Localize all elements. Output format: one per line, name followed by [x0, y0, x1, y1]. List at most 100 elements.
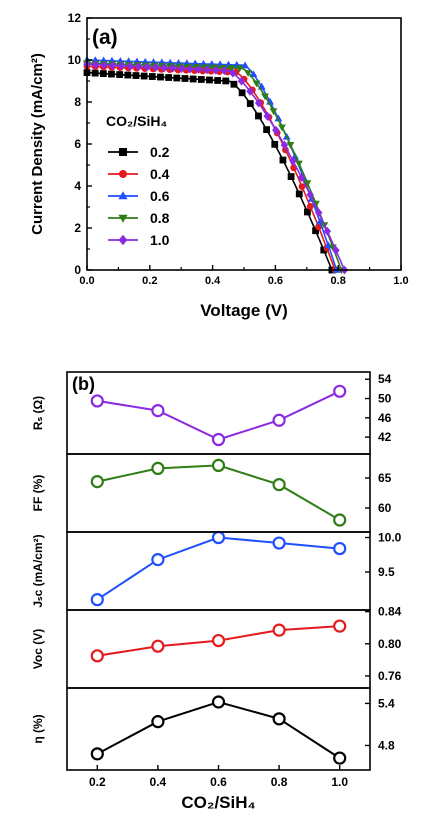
jv-point-0.4	[306, 202, 314, 210]
param-line-2	[96, 536, 340, 601]
jv-point-0.2	[263, 126, 271, 134]
param-point-4-4	[333, 751, 347, 765]
jv-point-1.0	[297, 173, 306, 182]
x-tick-label: 0.2	[142, 275, 157, 287]
plot-frame-a	[86, 17, 402, 271]
x-tick-label: 0.4	[150, 775, 167, 789]
jv-point-1.0	[229, 68, 237, 78]
param-point-3-3	[272, 623, 286, 637]
param-point-4-2	[211, 695, 226, 709]
x-tick-label: 0.2	[89, 775, 106, 789]
legend-label-0.2: 0.2	[150, 144, 170, 160]
y-tick-label: 8	[74, 95, 81, 109]
jv-point-0.2	[108, 70, 115, 78]
jv-point-0.2	[124, 71, 132, 79]
jv-point-0.8	[278, 124, 286, 132]
y-tick-label: 4.8	[378, 738, 395, 752]
y-tick-label: 2	[74, 221, 81, 235]
param-point-2-2	[211, 530, 226, 545]
jv-point-0.6	[274, 114, 283, 122]
param-point-3-2	[211, 633, 226, 648]
jv-point-1.0	[186, 64, 194, 74]
x-axis-title-b: CO₂/SiH₄	[181, 793, 255, 812]
jv-point-0.2	[116, 71, 124, 78]
y-axis-title-0: Rₛ (Ω)	[31, 396, 45, 430]
jv-point-1.0	[117, 61, 126, 71]
jv-point-1.0	[220, 66, 229, 76]
x-axis-title-a: Voltage (V)	[200, 301, 288, 320]
param-line-1	[97, 464, 341, 521]
jv-point-0.2	[287, 173, 295, 180]
jv-point-1.0	[151, 62, 160, 72]
jv-point-1.0	[203, 65, 211, 75]
jv-point-0.2	[189, 75, 197, 83]
jv-point-1.0	[246, 86, 254, 96]
param-line-4	[96, 700, 341, 759]
jv-point-1.0	[332, 245, 340, 255]
jv-point-1.0	[237, 76, 246, 86]
jv-point-0.6	[241, 61, 250, 69]
jv-point-0.2	[157, 73, 164, 81]
y-axis-title-4: η (%)	[31, 714, 45, 743]
y-axis-title-1: FF (%)	[31, 475, 45, 512]
y-tick-label: 10	[68, 53, 82, 67]
param-point-0-4	[333, 384, 347, 398]
panel-b-parameters: 42 46 50 54 Rₛ (Ω) 60 65 FF (%) 9.5 10.0 Jₛc (mA/c…	[31, 371, 402, 812]
jv-point-0.8	[235, 65, 244, 73]
param-point-1-2	[211, 458, 226, 472]
panel-label-b: (b)	[72, 374, 95, 394]
jv-point-0.8	[295, 160, 303, 168]
y-tick-label: 10.0	[378, 531, 402, 545]
jv-point-1.0	[177, 64, 186, 74]
param-point-2-4	[333, 541, 347, 556]
y-tick-label: 0.84	[378, 605, 402, 619]
jv-point-0.2	[132, 72, 140, 79]
param-point-4-0	[90, 747, 104, 761]
y-tick-label: 0.80	[378, 637, 402, 651]
legend-label-0.4: 0.4	[150, 166, 170, 182]
jv-point-0.8	[227, 65, 236, 73]
param-point-0-2	[211, 432, 226, 447]
legend-title: CO₂/SiH₄	[106, 113, 167, 129]
param-point-2-1	[151, 553, 165, 567]
jv-point-0.2	[91, 69, 99, 77]
param-point-4-1	[151, 715, 165, 729]
jv-point-0.2	[140, 72, 148, 80]
param-point-1-0	[90, 475, 104, 489]
jv-point-1.0	[314, 208, 323, 218]
panel-a-jv-curves: 0.0 0.2 0.4 0.6 0.8 1.0 0 2 4 6 8 10 12 (a) Voltage (V…	[29, 11, 409, 320]
jv-point-0.8	[303, 180, 312, 188]
jv-point-0.2	[222, 77, 230, 85]
jv-point-1.0	[109, 60, 117, 70]
param-point-1-1	[151, 461, 165, 475]
y-tick-label: 6	[74, 137, 81, 151]
x-tick-label: 0.8	[271, 775, 288, 789]
param-line-0	[97, 390, 341, 441]
legend-marker-1.0	[118, 234, 128, 246]
param-point-0-1	[151, 403, 165, 418]
legend-label-0.8: 0.8	[150, 210, 170, 226]
x-tick-label: 0.0	[79, 275, 94, 287]
y-tick-label: 50	[378, 392, 392, 406]
y-tick-label: 0.76	[378, 669, 402, 683]
panel-label-a: (a)	[92, 26, 118, 49]
y-tick-label: 60	[378, 501, 392, 515]
param-point-4-3	[272, 712, 286, 726]
param-point-3-4	[333, 619, 347, 633]
y-tick-label: 9.5	[378, 565, 395, 579]
jv-point-0.8	[286, 142, 295, 149]
y-tick-label: 42	[378, 430, 392, 444]
jv-point-1.0	[169, 63, 177, 73]
subplot-frame-3	[66, 609, 371, 689]
x-tick-label: 0.4	[205, 275, 221, 287]
jv-point-0.2	[304, 208, 311, 216]
jv-point-0.8	[252, 80, 261, 88]
y-tick-label: 4	[74, 179, 81, 193]
jv-point-1.0	[100, 60, 108, 70]
jv-point-0.6	[249, 70, 258, 78]
jv-point-0.2	[181, 75, 189, 82]
jv-point-0.8	[244, 70, 252, 77]
jv-point-1.0	[134, 62, 143, 72]
jv-point-0.2	[230, 80, 238, 88]
